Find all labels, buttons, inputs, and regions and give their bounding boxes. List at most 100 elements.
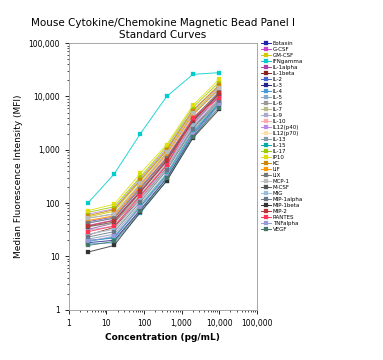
- Line: VEGF: VEGF: [87, 106, 221, 247]
- IL-15: [191, 130, 195, 134]
- IFNgamma: [112, 172, 116, 176]
- IP10: [217, 77, 221, 81]
- IL-2: [217, 101, 221, 105]
- IL-15: [164, 172, 169, 177]
- MIG: [217, 97, 221, 102]
- VEGF: [164, 176, 169, 181]
- IL-4: [164, 179, 169, 183]
- IL-5: [138, 186, 143, 190]
- IL-5: [164, 156, 169, 160]
- IP10: [86, 208, 90, 213]
- IL-4: [191, 135, 195, 140]
- IL-2: [112, 236, 116, 240]
- IL-9: [112, 224, 116, 228]
- IL12(p70): [191, 126, 195, 130]
- IL-15: [86, 239, 90, 244]
- IP10: [191, 103, 195, 108]
- IL-1alpha: [217, 94, 221, 98]
- GM-CSF: [191, 111, 195, 115]
- MCP-1: [86, 216, 90, 220]
- IFNgamma: [191, 72, 195, 77]
- RANTES: [138, 194, 143, 198]
- MIP-2: [86, 224, 90, 228]
- Line: IL-9: IL-9: [87, 95, 221, 232]
- MIP-2: [217, 91, 221, 95]
- VEGF: [217, 105, 221, 110]
- IL-5: [112, 216, 116, 220]
- Line: IL-10: IL-10: [87, 100, 221, 222]
- LIF: [164, 152, 169, 157]
- IL12(p40): [191, 108, 195, 112]
- IL12(p40): [138, 176, 143, 181]
- IL-7: [191, 120, 195, 124]
- MIG: [86, 232, 90, 237]
- RANTES: [86, 230, 90, 234]
- Line: G-CSF: G-CSF: [87, 94, 221, 227]
- IL-2: [164, 174, 169, 178]
- IL-1beta: [191, 126, 195, 130]
- LIF: [191, 113, 195, 117]
- IL-1beta: [86, 233, 90, 237]
- IL-5: [86, 221, 90, 225]
- Legend: Eotaxin, G-CSF, GM-CSF, IFNgamma, IL-1alpha, IL-1beta, IL-2, IL-3, IL-4, IL-5, I: Eotaxin, G-CSF, GM-CSF, IFNgamma, IL-1al…: [261, 41, 303, 231]
- MIP-1beta: [217, 107, 221, 112]
- Title: Mouse Cytokine/Chemokine Magnetic Bead Panel I
Standard Curves: Mouse Cytokine/Chemokine Magnetic Bead P…: [31, 18, 295, 40]
- MIP-1beta: [86, 250, 90, 254]
- IL-10: [138, 184, 143, 189]
- GM-CSF: [112, 209, 116, 213]
- IL-7: [112, 221, 116, 225]
- GM-CSF: [138, 179, 143, 183]
- MCP-1: [112, 212, 116, 216]
- G-CSF: [138, 190, 143, 194]
- GM-CSF: [217, 85, 221, 89]
- IL-15: [112, 235, 116, 239]
- RANTES: [191, 116, 195, 121]
- IL-5: [191, 117, 195, 121]
- M-CSF: [217, 92, 221, 96]
- Line: IL-7: IL-7: [87, 93, 221, 228]
- KC: [138, 178, 143, 182]
- LIX: [164, 156, 169, 160]
- IL-1alpha: [191, 122, 195, 126]
- Line: IL-5: IL-5: [87, 90, 221, 225]
- IL-1beta: [164, 166, 169, 170]
- G-CSF: [164, 159, 169, 164]
- Y-axis label: Median Fluorescence Intensity (MFI): Median Fluorescence Intensity (MFI): [14, 95, 23, 258]
- IFNgamma: [138, 131, 143, 136]
- LIX: [138, 186, 143, 191]
- MIP-1beta: [164, 179, 169, 183]
- IL12(p40): [164, 147, 169, 151]
- KC: [86, 213, 90, 218]
- IL-2: [138, 204, 143, 209]
- IL-15: [217, 101, 221, 105]
- Line: IFNgamma: IFNgamma: [87, 71, 221, 204]
- Line: RANTES: RANTES: [87, 96, 221, 233]
- IL-9: [217, 95, 221, 99]
- IL-2: [86, 238, 90, 242]
- VEGF: [191, 135, 195, 139]
- Line: MIP-1beta: MIP-1beta: [87, 108, 221, 254]
- Line: IL-3: IL-3: [87, 103, 221, 244]
- IL-13: [112, 232, 116, 237]
- IL-13: [86, 237, 90, 241]
- IL-17: [191, 105, 195, 110]
- MIP-1alpha: [112, 230, 116, 234]
- M-CSF: [86, 225, 90, 229]
- VEGF: [138, 208, 143, 213]
- MIP-1alpha: [191, 126, 195, 131]
- TNFalpha: [86, 239, 90, 244]
- IL12(p70): [164, 167, 169, 171]
- IL-9: [191, 123, 195, 127]
- MIP-1alpha: [164, 168, 169, 172]
- TNFalpha: [138, 205, 143, 210]
- IL-6: [217, 87, 221, 92]
- IL-17: [112, 204, 116, 209]
- IL-4: [217, 103, 221, 107]
- MIP-2: [191, 118, 195, 122]
- RANTES: [217, 95, 221, 100]
- IL12(p40): [217, 84, 221, 89]
- MIP-1beta: [191, 136, 195, 140]
- LIX: [112, 216, 116, 220]
- IL12(p70): [138, 198, 143, 202]
- KC: [112, 207, 116, 212]
